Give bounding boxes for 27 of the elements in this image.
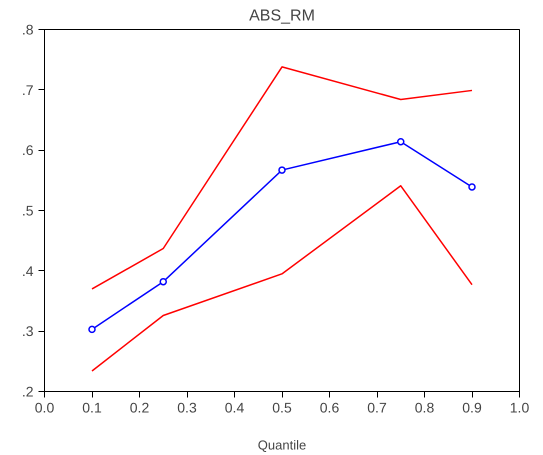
y-tick-label: .5 (22, 202, 34, 218)
point (397, 138, 404, 146)
chart-title: ABS_RM (249, 8, 315, 24)
y-tick-label: .3 (22, 323, 34, 340)
point (160, 278, 167, 286)
y-tick-label: .8 (22, 22, 34, 38)
x-tick-label: 0.5 (272, 400, 292, 416)
x-tick-label: 1.0 (510, 400, 530, 416)
x-tick-label: 0.7 (367, 400, 387, 416)
y-tick-label: .4 (22, 262, 34, 279)
point (88, 326, 96, 334)
line-series (91, 66, 473, 290)
x-tick-label: 0.0 (34, 400, 54, 416)
x-tick-label: 0.4 (224, 400, 244, 416)
y-tick-label: .6 (22, 142, 34, 158)
point (278, 166, 286, 174)
x-tick-label: 0.8 (414, 400, 434, 416)
point (468, 183, 476, 191)
x-tick-label: 0.1 (82, 400, 102, 416)
x-axis-title: Quantile (258, 438, 306, 452)
x-tick-label: 0.3 (177, 400, 197, 416)
x-tick-label: 0.9 (462, 400, 482, 416)
x-tick-label: 0.2 (130, 400, 150, 416)
x-tick-label: 0.6 (320, 400, 340, 416)
y-tick-label: .2 (22, 384, 34, 400)
y-tick-label: .7 (22, 82, 34, 98)
line-series (91, 185, 473, 372)
